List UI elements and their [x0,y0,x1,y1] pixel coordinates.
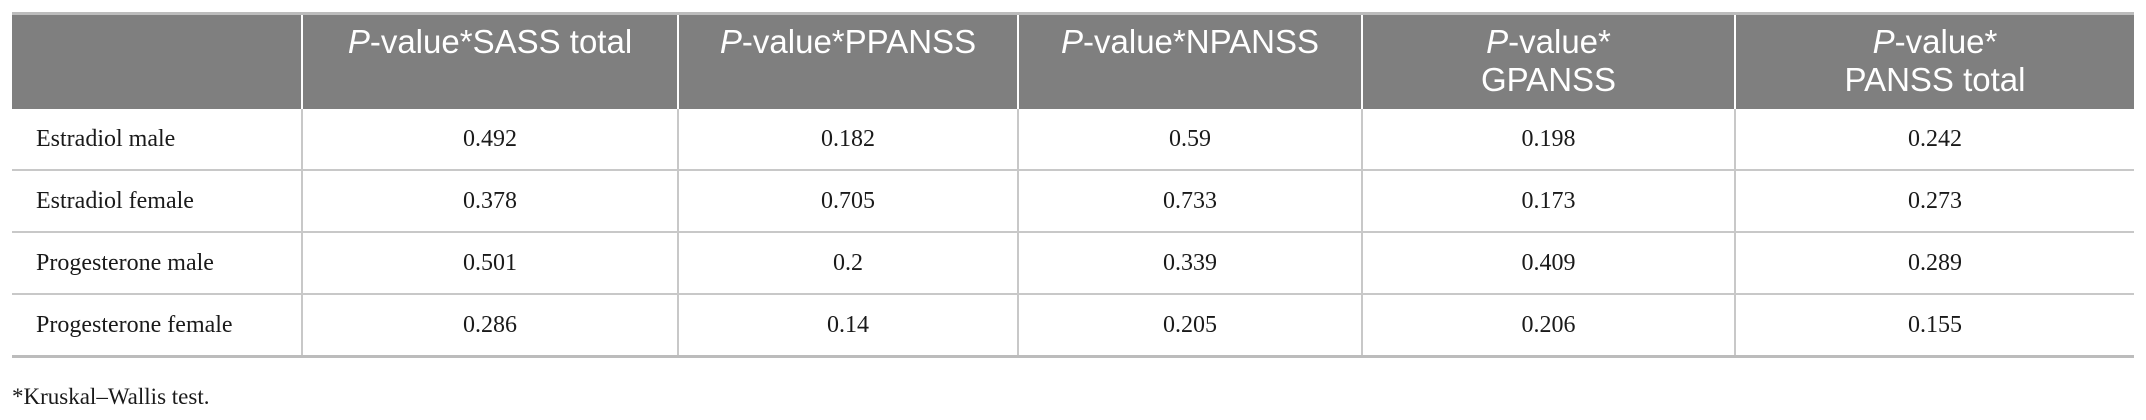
cell-ppanss: 0.14 [677,293,1018,357]
cell-gpanss: 0.206 [1361,293,1735,357]
cell-gpanss: 0.173 [1361,169,1735,232]
cell-ppanss: 0.705 [677,169,1018,232]
cell-ppanss: 0.2 [677,231,1018,294]
header-sass-total: P-value*SASS total [301,13,678,109]
cell-ppanss: 0.182 [677,109,1018,170]
cell-sass-total: 0.378 [301,169,678,232]
p-symbol: P [719,23,742,60]
header-panss-total: P-value* PANSS total [1734,13,2134,109]
p-symbol: P [1486,23,1509,60]
row-label: Progesterone male [12,231,302,294]
header-text: -value* [1508,23,1611,60]
table-row: Estradiol female 0.378 0.705 0.733 0.173… [12,169,2134,232]
cell-sass-total: 0.286 [301,293,678,357]
header-gpanss: P-value* GPANSS [1361,13,1735,109]
cell-npanss: 0.205 [1017,293,1362,357]
cell-gpanss: 0.409 [1361,231,1735,294]
header-npanss: P-value*NPANSS [1017,13,1362,109]
cell-npanss: 0.59 [1017,109,1362,170]
cell-gpanss: 0.198 [1361,109,1735,170]
header-ppanss: P-value*PPANSS [677,13,1018,109]
table-body: Estradiol male 0.492 0.182 0.59 0.198 0.… [12,109,2134,357]
cell-npanss: 0.339 [1017,231,1362,294]
header-text: -value*SASS total [369,23,633,60]
cell-sass-total: 0.501 [301,231,678,294]
header-row: P-value*SASS total P-value*PPANSS P-valu… [12,13,2134,109]
header-text: -value*PPANSS [741,23,977,60]
table-header: P-value*SASS total P-value*PPANSS P-valu… [12,13,2134,109]
header-text-line2: PANSS total [1844,61,2026,98]
p-symbol: P [1061,23,1084,60]
cell-npanss: 0.733 [1017,169,1362,232]
row-label: Progesterone female [12,293,302,357]
cell-panss-total: 0.289 [1734,231,2134,294]
cell-panss-total: 0.155 [1734,293,2134,357]
pvalue-table: P-value*SASS total P-value*PPANSS P-valu… [12,12,2134,358]
table-footnote: *Kruskal–Wallis test. [12,384,210,409]
p-symbol: P [347,23,370,60]
table-row: Progesterone male 0.501 0.2 0.339 0.409 … [12,231,2134,294]
table-row: Progesterone female 0.286 0.14 0.205 0.2… [12,293,2134,357]
table-wrapper: P-value*SASS total P-value*PPANSS P-valu… [12,12,2134,358]
cell-panss-total: 0.242 [1734,109,2134,170]
header-text-line2: GPANSS [1480,61,1617,98]
table-row: Estradiol male 0.492 0.182 0.59 0.198 0.… [12,109,2134,170]
header-text: -value*NPANSS [1083,23,1319,60]
cell-sass-total: 0.492 [301,109,678,170]
cell-panss-total: 0.273 [1734,169,2134,232]
row-label: Estradiol male [36,125,176,152]
header-corner-cell [12,13,302,109]
header-text: -value* [1894,23,1998,60]
p-symbol: P [1872,23,1895,60]
row-label: Estradiol female [12,169,302,232]
